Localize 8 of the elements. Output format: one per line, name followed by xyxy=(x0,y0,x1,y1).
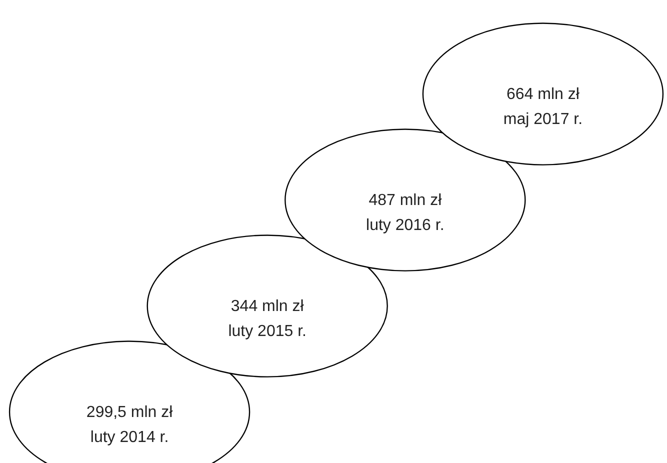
data-label: 487 mln zł xyxy=(368,192,442,210)
data-label: 664 mln zł xyxy=(506,86,580,104)
data-label: 299,5 mln zł xyxy=(86,404,174,422)
category-label: maj 2017 r. xyxy=(503,111,583,128)
category-label: luty 2016 r. xyxy=(366,217,444,234)
category-label: luty 2015 r. xyxy=(228,323,306,340)
category-label: luty 2014 r. xyxy=(90,429,169,446)
data-label: 344 mln zł xyxy=(230,298,304,316)
